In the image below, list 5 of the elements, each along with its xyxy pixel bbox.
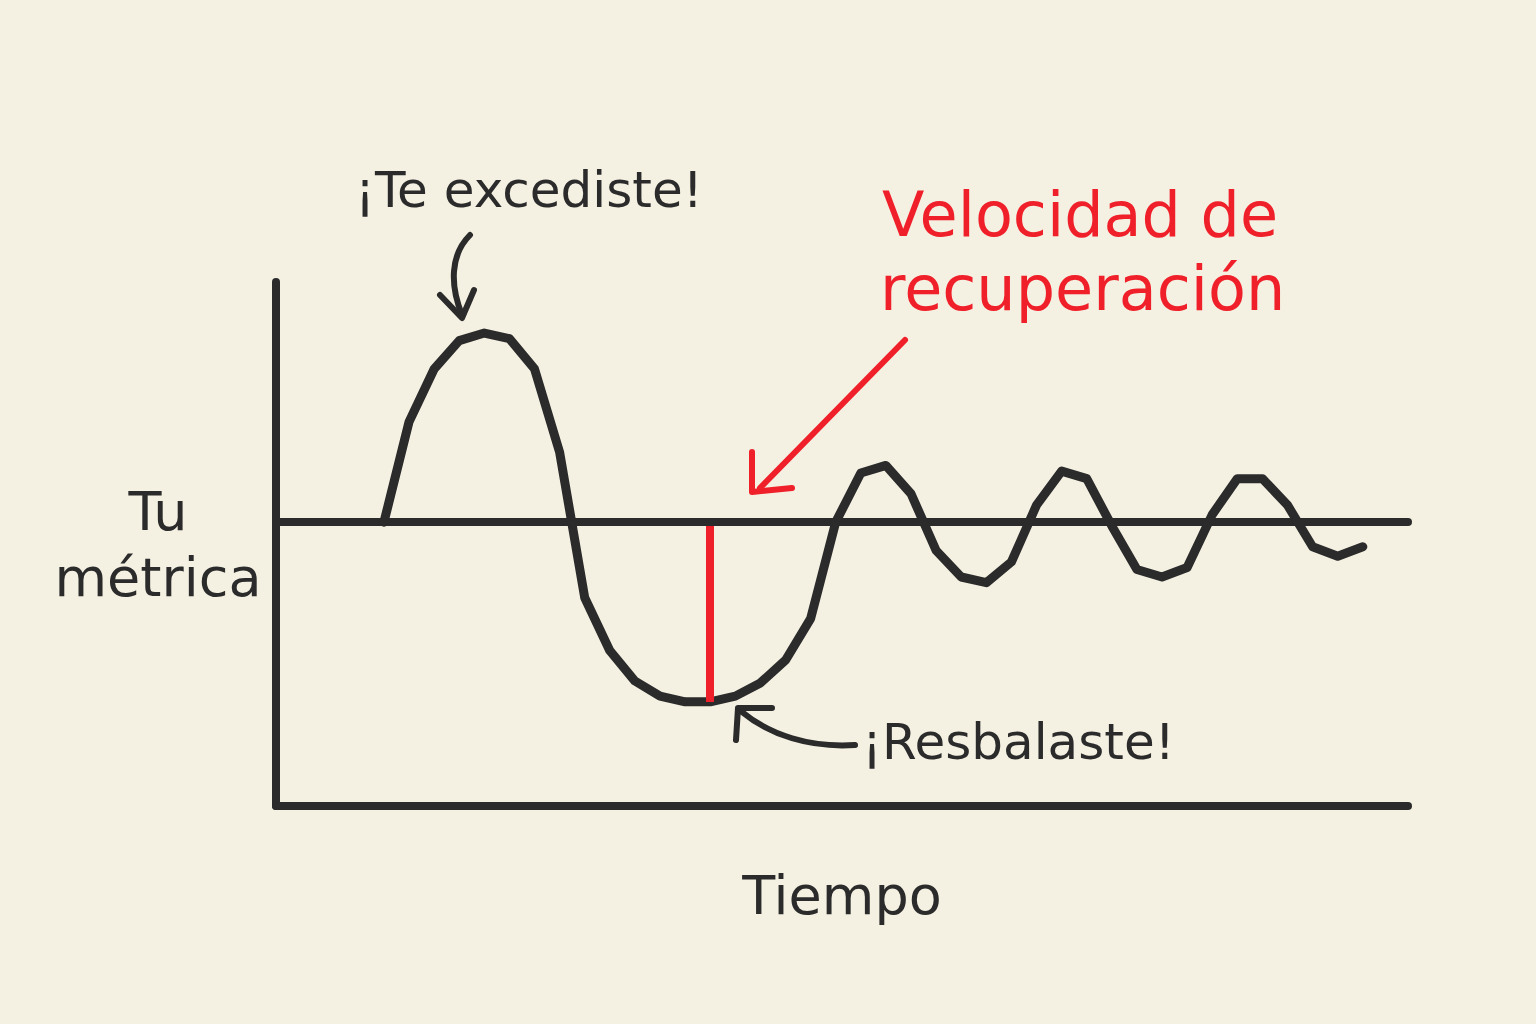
y-axis-title: Tu métrica bbox=[54, 479, 262, 609]
text: ¡Te excediste! bbox=[355, 160, 704, 220]
text: Velocidad de recuperación bbox=[880, 178, 1286, 327]
text: ¡Resbalaste! bbox=[862, 712, 1176, 772]
x-axis-title: Tiempo bbox=[741, 863, 942, 927]
